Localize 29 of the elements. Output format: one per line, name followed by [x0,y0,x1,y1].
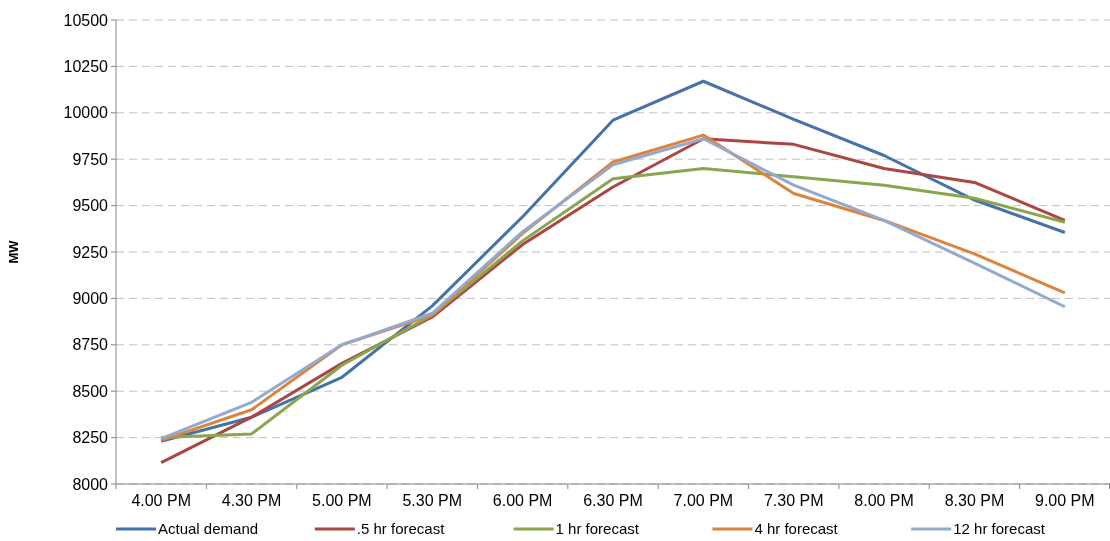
x-tick-label: 9.00 PM [1035,492,1095,509]
legend-label: 4 hr forecast [754,520,839,537]
y-axis-title: MW [6,239,21,264]
y-tick-label: 9500 [72,197,109,215]
y-tick-label: 9750 [72,150,109,168]
x-tick-label: 7.00 PM [673,492,734,509]
legend-label: 12 hr forecast [953,520,1046,537]
y-tick-label: 8500 [72,382,109,400]
y-tick-label: 10500 [63,11,109,29]
y-tick-label: 10250 [63,58,109,75]
x-tick-label: 4.30 PM [221,492,282,509]
x-tick-label: 4.00 PM [131,492,191,509]
x-tick-label: 8.00 PM [854,492,914,509]
x-tick-label: 5.30 PM [402,492,463,509]
legend-label: Actual demand [158,520,259,537]
x-tick-label: 6.30 PM [583,492,643,509]
y-tick-label: 8750 [72,336,109,354]
y-tick-label: 10000 [63,104,109,122]
x-tick-label: 7.30 PM [763,492,824,509]
legend-label: .5 hr forecast [356,520,446,537]
x-tick-label: 8.30 PM [944,492,1005,509]
y-tick-label: 9250 [72,243,109,261]
x-tick-label: 6.00 PM [492,492,553,509]
y-tick-label: 8250 [72,429,109,447]
line-series [159,79,1067,443]
legend-label: 1 hr forecast [555,520,640,537]
x-tick-label: 5.00 PM [312,492,372,509]
y-tick-label: 9000 [72,290,109,307]
y-tick-label: 8000 [72,475,109,493]
